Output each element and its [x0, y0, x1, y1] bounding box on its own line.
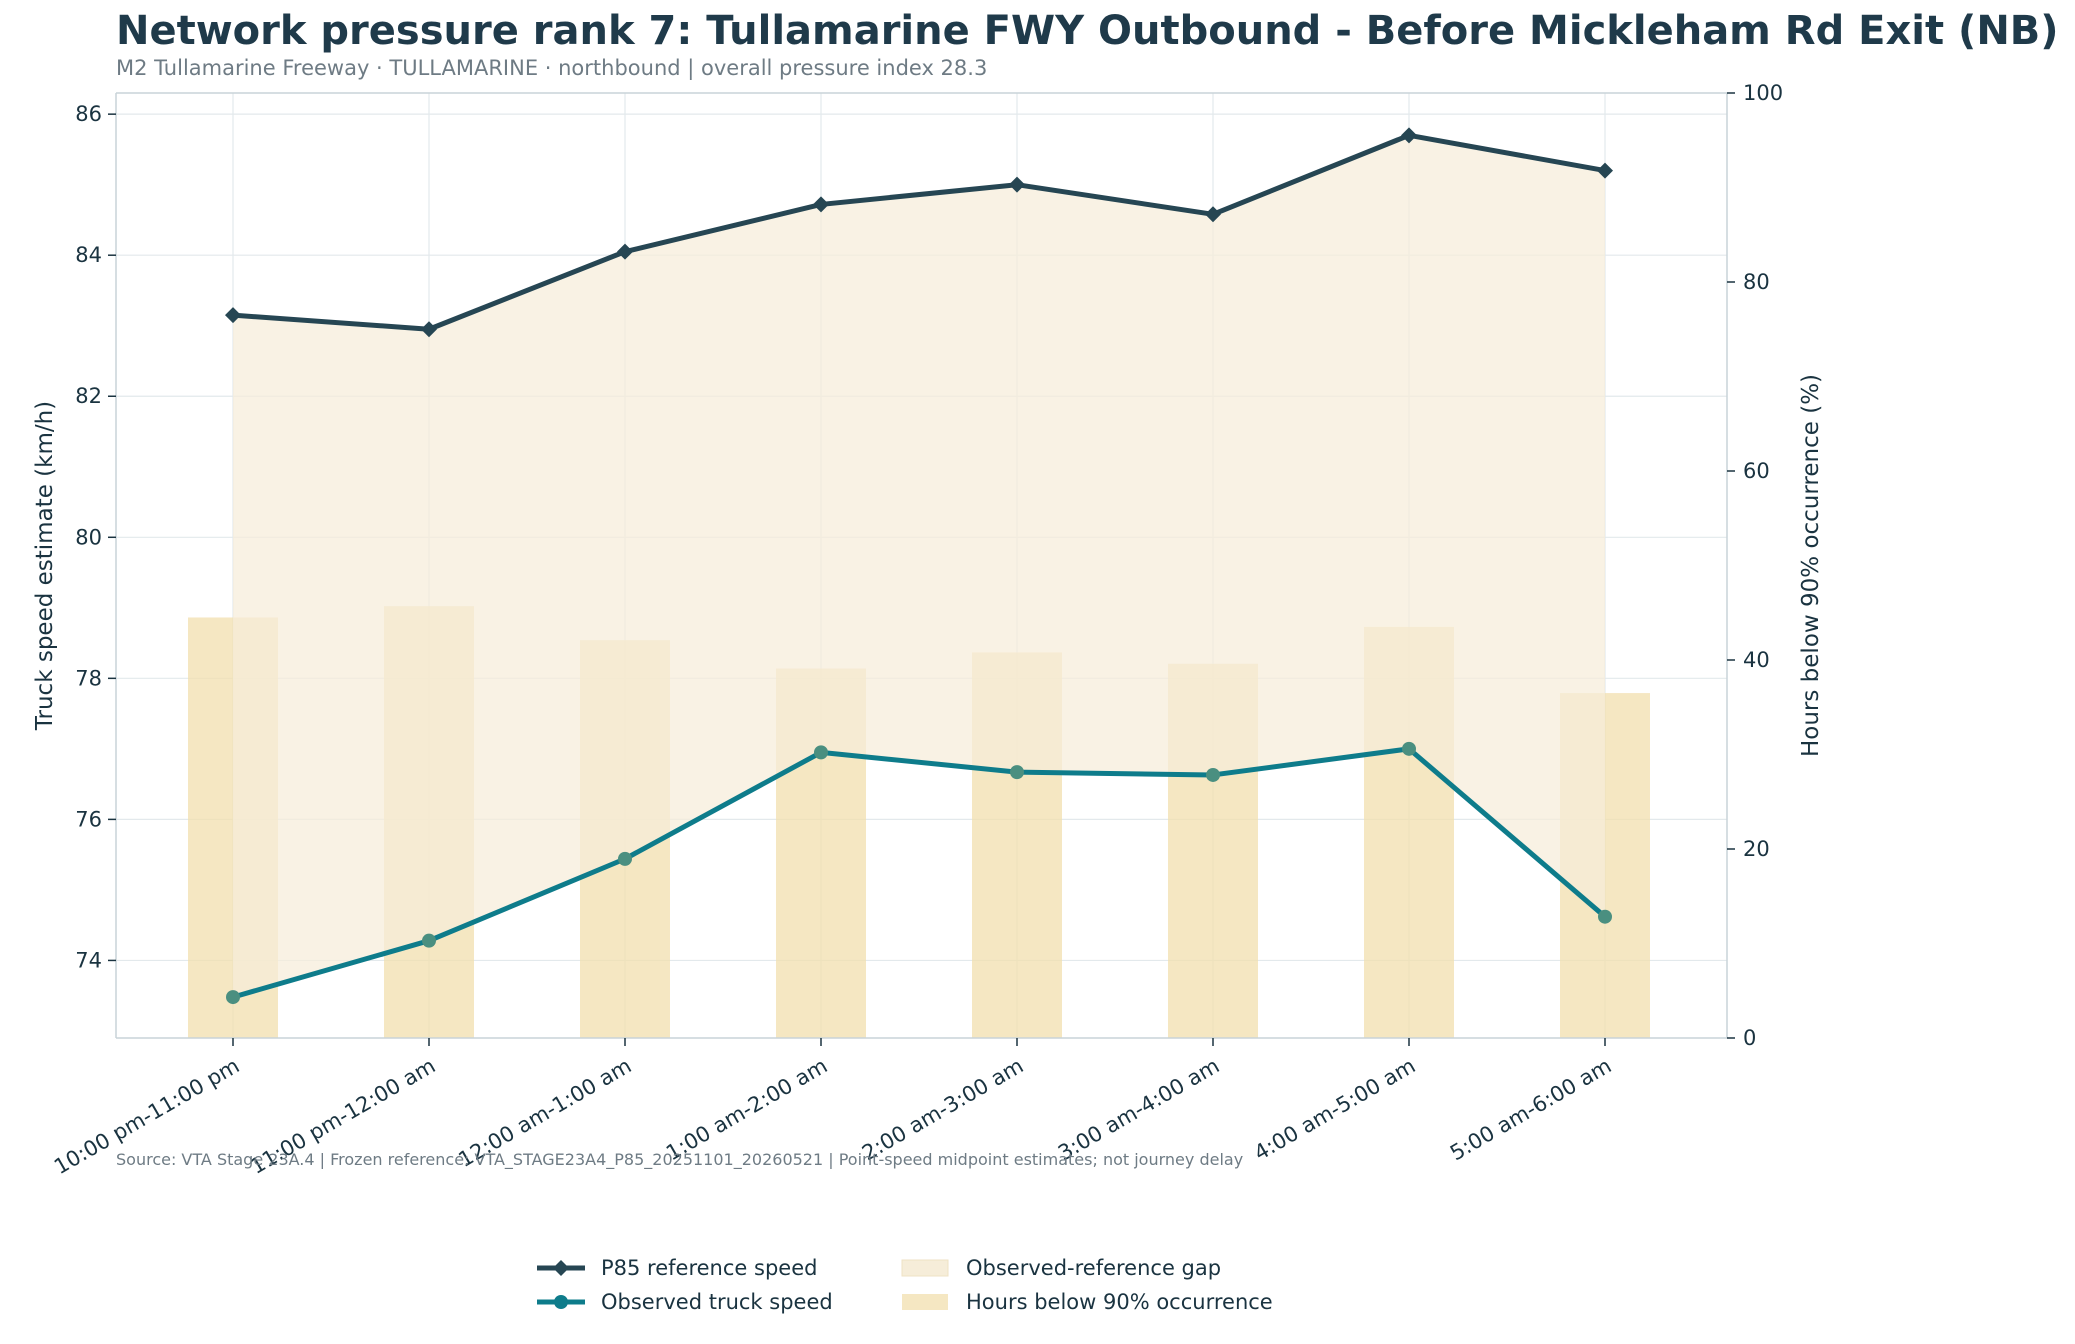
- right-tick-label: 60: [1743, 459, 1770, 483]
- x-tick-label: 1:00 am-2:00 am: [662, 1054, 832, 1166]
- left-tick-label: 76: [75, 807, 102, 831]
- x-tick-label: 5:00 am-6:00 am: [1446, 1054, 1616, 1166]
- y-axis-label-left: Truck speed estimate (km/h): [32, 401, 58, 731]
- legend-item-reference: P85 reference speed: [535, 1252, 817, 1284]
- legend-gap-swatch: [901, 1259, 949, 1277]
- legend-reference-label: P85 reference speed: [601, 1256, 818, 1280]
- left-tick-label: 82: [75, 384, 102, 408]
- left-tick-label: 78: [75, 666, 102, 690]
- observed-speed-point: [618, 851, 632, 866]
- observed-reference-gap: [233, 135, 1605, 998]
- legend-item-observed: Observed truck speed: [535, 1286, 833, 1318]
- reference-speed-line: [232, 132, 1606, 332]
- observed-speed-point: [226, 990, 240, 1005]
- right-tick-label: 80: [1743, 270, 1770, 294]
- left-tick-label: 86: [75, 102, 102, 126]
- line-layer: [225, 127, 1613, 1005]
- observed-speed-point: [1598, 909, 1612, 924]
- reference-speed-point: [225, 307, 241, 324]
- legend-bars-label: Hours below 90% occurrence: [966, 1290, 1273, 1314]
- legend-observed-label: Observed truck speed: [601, 1290, 833, 1314]
- left-tick-label: 80: [75, 525, 102, 549]
- source-note: Source: VTA Stage 23A.4 | Frozen referen…: [116, 1150, 1244, 1169]
- chart-subtitle: M2 Tullamarine Freeway · TULLAMARINE · n…: [116, 56, 988, 80]
- legend-item-gap: Observed-reference gap: [900, 1252, 1221, 1284]
- right-tick-label: 100: [1743, 81, 1783, 105]
- legend-reference-swatch: [537, 1260, 585, 1276]
- observed-speed-line: [232, 746, 1607, 1000]
- right-tick-label: 20: [1743, 837, 1770, 861]
- left-tick-label: 74: [75, 948, 102, 972]
- legend-bars-swatch: [902, 1294, 948, 1310]
- legend-observed-swatch: [537, 1295, 585, 1309]
- reference-speed-point: [1205, 206, 1221, 223]
- x-tick-label: 2:00 am-3:00 am: [858, 1054, 1028, 1166]
- observed-speed-point: [422, 933, 436, 948]
- x-tick-label: 4:00 am-5:00 am: [1250, 1054, 1420, 1166]
- x-tick-label: 3:00 am-4:00 am: [1054, 1054, 1224, 1166]
- left-tick-label: 84: [75, 243, 102, 267]
- reference-speed-point: [1009, 176, 1025, 193]
- right-tick-label: 40: [1743, 648, 1770, 672]
- y-axis-label-right: Hours below 90% occurrence (%): [1798, 374, 1824, 757]
- axis-layer: 74 76 78 80 82 84 86 0 20 40 60 80 100 Truck speed es…: [32, 81, 1824, 1050]
- observed-speed-point: [814, 745, 828, 760]
- reference-speed-point: [1597, 162, 1613, 179]
- gap-layer: [233, 135, 1605, 998]
- observed-speed-point: [1402, 741, 1416, 756]
- reference-speed-point: [617, 243, 633, 260]
- legend-item-bars: Hours below 90% occurrence: [900, 1286, 1273, 1318]
- reference-speed-point: [813, 196, 829, 213]
- legend: P85 reference speed Observed truck speed…: [535, 1252, 1335, 1332]
- legend-gap-label: Observed-reference gap: [966, 1256, 1222, 1280]
- reference-speed-point: [1401, 127, 1417, 144]
- right-tick-label: 0: [1743, 1026, 1756, 1050]
- reference-speed-point: [421, 321, 437, 338]
- observed-speed-point: [1206, 767, 1220, 782]
- chart-title: Network pressure rank 7: Tullamarine FWY…: [116, 8, 2059, 54]
- observed-speed-point: [1010, 765, 1024, 780]
